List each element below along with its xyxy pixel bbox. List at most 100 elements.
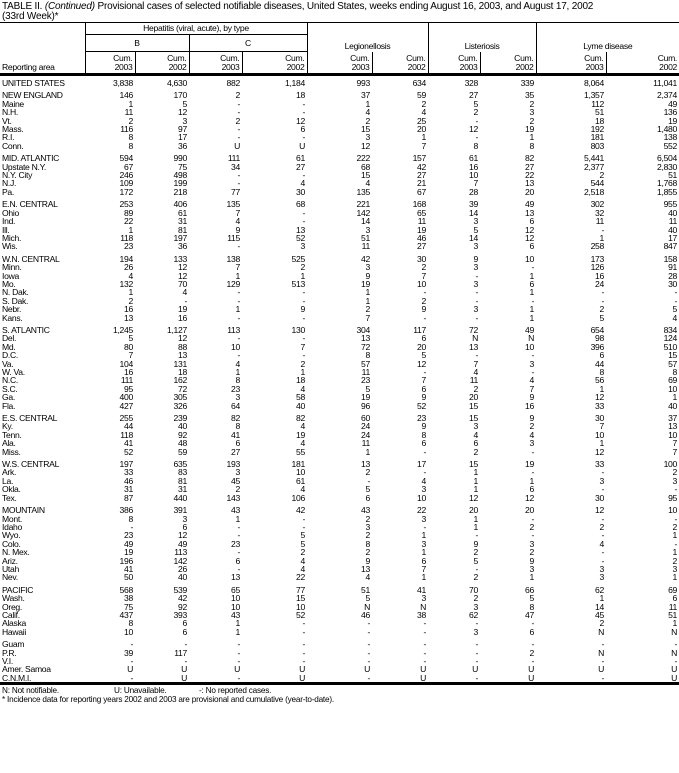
cell-value: 135 (356, 186, 371, 197)
cell-value: 16 (469, 161, 479, 172)
hepatitis-header: Hepatitis (viral, acute), by type (84, 22, 307, 35)
cell-value: 255 (119, 413, 134, 424)
cum-2003-header: Cum. 2003 (427, 51, 481, 75)
cell-value: 2 (599, 304, 605, 315)
cell-value: U (528, 672, 535, 683)
cell-value: 8 (529, 601, 535, 612)
cell-value: 98 (595, 333, 605, 344)
cell-value: N (598, 626, 605, 637)
cell-value: 13 (525, 178, 535, 189)
cell-value: 19 (417, 224, 427, 235)
table-row: W.N. CENTRAL 194 133 138 525 42 30 9 10 173 158 (0, 251, 679, 263)
cell-value: 23 (417, 413, 427, 424)
cell-value: 133 (173, 253, 188, 264)
cell-value: 83 (178, 467, 187, 478)
cell-value: 3 (599, 572, 605, 583)
cell-value: 304 (356, 324, 371, 335)
cell-value: 62 (595, 584, 605, 595)
cell-value: 30 (595, 413, 605, 424)
cell-value: - (302, 170, 305, 181)
reporting-area: Idaho (2, 521, 23, 532)
cell-value: 12 (525, 224, 535, 235)
cell-value: - (302, 287, 305, 298)
cell-value: 6 (599, 350, 605, 361)
reporting-area: W.N. CENTRAL (2, 253, 60, 264)
cell-value: 48 (178, 438, 187, 449)
cell-value: U (598, 664, 605, 675)
cell-value: N (472, 333, 479, 344)
cell-value: U (472, 664, 479, 675)
cell-value: 3 (599, 475, 605, 486)
reporting-area: Del. (2, 333, 17, 344)
cell-value: 5 (473, 98, 479, 109)
cell-value: - (302, 132, 305, 143)
cell-value: 38 (417, 609, 427, 620)
cell-value: 2 (365, 115, 371, 126)
cell-value: 3 (421, 484, 427, 495)
cell-value: 2 (235, 484, 241, 495)
cell-value: 3 (529, 538, 535, 549)
cell-value: 20 (469, 392, 479, 403)
cell-value: 46 (417, 232, 427, 243)
cell-value: 7 (365, 312, 371, 323)
cell-value: 16 (178, 312, 187, 323)
cell-value: - (475, 350, 479, 361)
cell-value: 1 (365, 98, 371, 109)
cell-value: 9 (300, 304, 306, 315)
reporting-area: Ohio (2, 207, 19, 218)
cell-value: 12 (178, 333, 187, 344)
cell-value: - (423, 287, 427, 298)
cell-value: 4 (365, 107, 371, 118)
cell-value: 552 (663, 140, 678, 151)
footnote-n: N: Not notifiable. (2, 686, 59, 696)
cell-value: 1,357 (584, 90, 605, 101)
cell-value: 41 (124, 563, 133, 574)
cell-value: 142 (356, 207, 371, 218)
cell-value: 847 (663, 241, 678, 252)
cell-value: 3 (235, 392, 241, 403)
blank-header (0, 35, 85, 52)
cell-value: 68 (296, 199, 305, 210)
cell-value: 3 (473, 278, 479, 289)
cell-value: 6,504 (657, 153, 678, 164)
cell-value: 194 (119, 253, 134, 264)
cell-value: 12 (178, 262, 187, 273)
reporting-area: La. (2, 475, 14, 486)
cell-value: 17 (417, 459, 427, 470)
cell-value: 6 (529, 216, 535, 227)
cell-value: 67 (124, 161, 133, 172)
cell-value: 427 (119, 400, 134, 411)
cell-value: 117 (174, 647, 187, 658)
cell-value: - (475, 287, 479, 298)
reporting-area: Mass. (2, 124, 24, 135)
table-row: Alaska 8 6 1 - - - - - 2 1 (0, 618, 679, 629)
cell-value: 3 (599, 563, 605, 574)
cell-value: 45 (231, 475, 240, 486)
cell-value: - (302, 618, 305, 629)
cum-2002-header: Cum. 2002 (134, 51, 189, 75)
cell-value: 1 (421, 530, 427, 541)
cell-value: 4 (672, 312, 678, 323)
cell-value: - (237, 333, 240, 344)
cell-value: 5 (421, 350, 427, 361)
cell-value: 302 (590, 199, 605, 210)
reporting-area: UNITED STATES (2, 78, 65, 88)
cell-value: 13 (668, 421, 678, 432)
cell-value: - (601, 467, 605, 478)
cell-value: 3 (473, 216, 479, 227)
cell-value: 109 (119, 178, 134, 189)
table-row: S. Dak. 2 - - - 1 2 - - - - (0, 296, 679, 305)
cell-value: 1 (365, 287, 371, 298)
cell-value: 16 (525, 400, 535, 411)
cell-value: 3 (365, 224, 371, 235)
reporting-area: Amer. Samoa (2, 664, 51, 675)
table-row: Wash. 38 42 10 15 5 3 2 5 1 6 (0, 593, 679, 604)
cell-value: 12 (178, 107, 187, 118)
cell-value: U (364, 664, 370, 675)
table-row: P.R. 39 117 - - - - - 2 N N (0, 647, 679, 658)
cell-value: 197 (173, 232, 188, 243)
cell-value: 6 (365, 492, 371, 503)
cell-value: 8,064 (584, 78, 605, 88)
cell-value: 5 (365, 593, 371, 604)
cell-value: 2 (672, 521, 678, 532)
